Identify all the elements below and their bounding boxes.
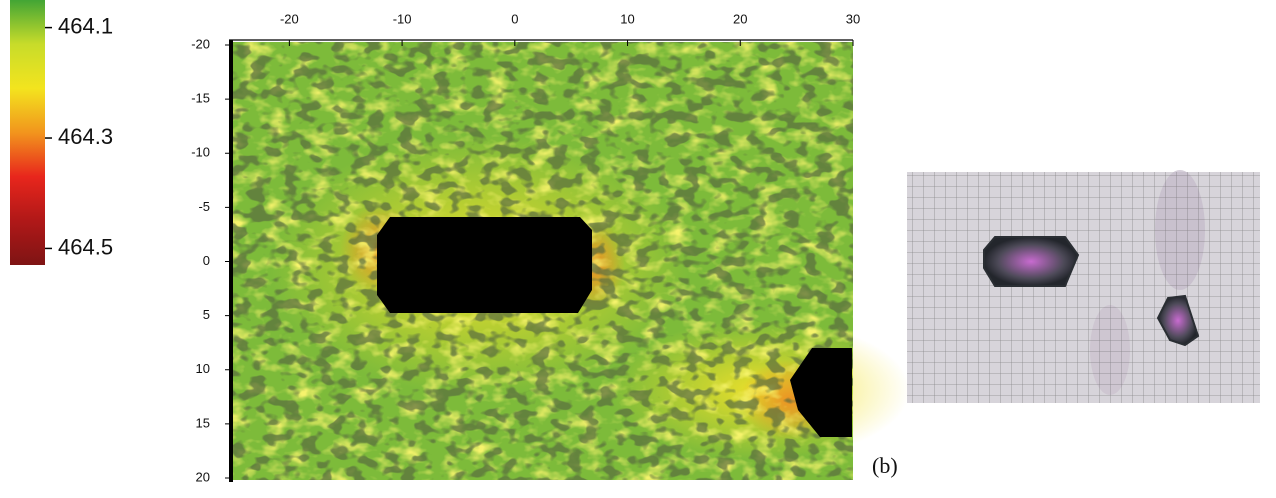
x-tick-label: 20 xyxy=(733,11,747,26)
panel-label: (b) xyxy=(872,453,898,478)
x-tick-label: -10 xyxy=(393,11,412,26)
y-tick-label: 10 xyxy=(196,361,210,376)
x-tick-label: 30 xyxy=(846,11,860,26)
y-tick-label: -10 xyxy=(191,145,210,160)
x-tick-label: -20 xyxy=(280,11,299,26)
heatmap-field xyxy=(233,42,910,480)
y-tick-label: 15 xyxy=(196,415,210,430)
x-tick-label: 0 xyxy=(511,11,518,26)
y-tick-label: 0 xyxy=(203,253,210,268)
colorbar-tick-label: 464.5 xyxy=(58,234,113,259)
y-tick-label: -20 xyxy=(191,36,210,51)
colorbar-tick-label: 464.1 xyxy=(58,13,113,38)
y-tick-label: 20 xyxy=(196,469,210,484)
x-tick-label: 10 xyxy=(620,11,634,26)
y-tick-label: -5 xyxy=(198,199,210,214)
colorbar xyxy=(10,0,45,265)
colorbar-tick-label: 464.3 xyxy=(58,124,113,149)
y-tick-label: 5 xyxy=(203,307,210,322)
y-tick-label: -15 xyxy=(191,91,210,106)
micrograph xyxy=(907,170,1260,403)
